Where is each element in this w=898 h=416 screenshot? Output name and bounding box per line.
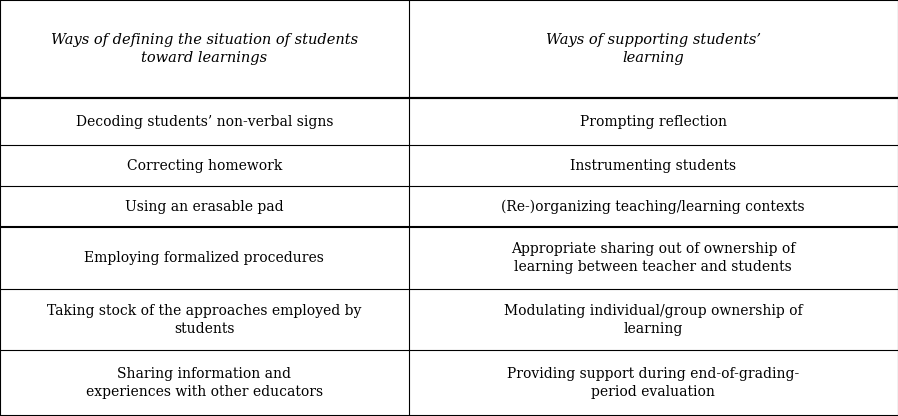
Text: Providing support during end-of-grading-
period evaluation: Providing support during end-of-grading-… <box>507 367 799 399</box>
Text: Prompting reflection: Prompting reflection <box>580 115 726 129</box>
Text: Taking stock of the approaches employed by
students: Taking stock of the approaches employed … <box>47 304 362 336</box>
Text: Correcting homework: Correcting homework <box>127 159 282 173</box>
Text: (Re-)organizing teaching/learning contexts: (Re-)organizing teaching/learning contex… <box>501 200 806 214</box>
Text: Appropriate sharing out of ownership of
learning between teacher and students: Appropriate sharing out of ownership of … <box>511 242 796 274</box>
Text: Instrumenting students: Instrumenting students <box>570 159 736 173</box>
Text: Decoding students’ non-verbal signs: Decoding students’ non-verbal signs <box>75 115 333 129</box>
Text: Employing formalized procedures: Employing formalized procedures <box>84 251 324 265</box>
Text: Modulating individual/group ownership of
learning: Modulating individual/group ownership of… <box>504 304 803 336</box>
Text: Ways of supporting students’
learning: Ways of supporting students’ learning <box>546 33 761 65</box>
Text: Ways of defining the situation of students
toward learnings: Ways of defining the situation of studen… <box>50 33 358 65</box>
Text: Sharing information and
experiences with other educators: Sharing information and experiences with… <box>85 367 323 399</box>
Text: Using an erasable pad: Using an erasable pad <box>125 200 284 214</box>
